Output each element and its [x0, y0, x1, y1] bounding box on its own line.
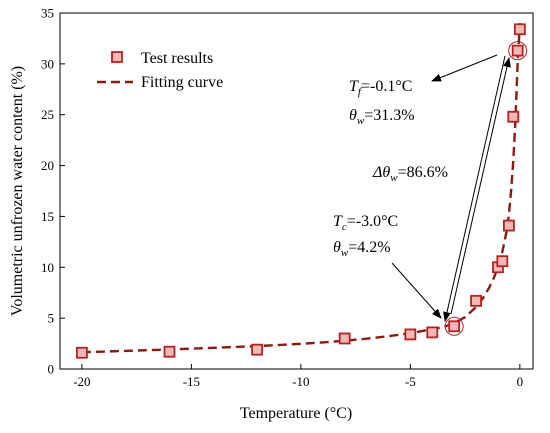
data-point: [75, 346, 88, 359]
arrow-to-tf-label: [431, 54, 498, 82]
x-axis-title: Temperature (°C): [240, 405, 352, 422]
fitting-curve-layer: [81, 23, 522, 354]
arrow-delta-up: [450, 57, 511, 315]
x-axis: -20 -15 -10 -5 0: [73, 364, 523, 389]
annotation-delta-theta: Δθw=86.6%: [372, 164, 448, 184]
y-axis: 0 5 10 15 20 25 30 35: [41, 6, 65, 377]
highlight-circle: [508, 41, 528, 61]
legend-label-test-results: Test results: [141, 50, 213, 67]
annotation-tf: Tf=-0.1°C: [349, 78, 412, 98]
annotation-theta-1: θw=31.3%: [349, 107, 415, 127]
x-tick-label: -10: [292, 374, 309, 389]
x-tick-label: -15: [183, 374, 200, 389]
y-tick-label: 20: [41, 158, 54, 173]
data-point: [404, 328, 417, 341]
test-results-layer: [75, 23, 526, 359]
data-point: [511, 44, 524, 57]
data-point: [503, 219, 515, 232]
legend-label-fitting-curve: Fitting curve: [141, 74, 223, 91]
y-tick-label: 15: [41, 209, 54, 224]
data-point: [338, 332, 351, 345]
y-tick-label: 0: [48, 362, 55, 377]
annotation-tc: Tc=-3.0°C: [333, 213, 398, 233]
data-point: [426, 326, 439, 339]
data-point: [470, 294, 482, 307]
fitting-curve-line: [81, 23, 522, 354]
data-point: [251, 343, 263, 356]
plot-frame: [59, 12, 534, 370]
arrow-delta-down: [443, 55, 506, 322]
legend-marker-test-results: [111, 51, 123, 63]
y-tick-label: 10: [41, 260, 54, 275]
y-tick-label: 35: [41, 6, 54, 21]
x-tick-label: 0: [517, 374, 524, 389]
highlight-circle: [444, 316, 464, 336]
data-point: [513, 23, 526, 36]
highlight-circles: [444, 41, 528, 336]
annotation-theta-2: θw=4.2%: [333, 239, 391, 259]
arrow-to-tc-point: [391, 262, 442, 319]
data-point: [163, 345, 176, 358]
y-axis-title: Volumetric unfrozen water content (%): [9, 66, 26, 316]
legend: Test results Fitting curve: [97, 50, 223, 91]
data-point: [496, 255, 509, 268]
data-point: [448, 320, 461, 333]
annotations: Tf=-0.1°C θw=31.3% Δθw=86.6% Tc=-3.0°C θ…: [333, 54, 511, 322]
y-tick-label: 30: [41, 56, 54, 71]
y-tick-label: 5: [48, 311, 55, 326]
y-tick-label: 25: [41, 107, 54, 122]
data-point: [507, 110, 520, 123]
x-tick-label: -20: [73, 374, 90, 389]
x-tick-label: -5: [405, 374, 416, 389]
